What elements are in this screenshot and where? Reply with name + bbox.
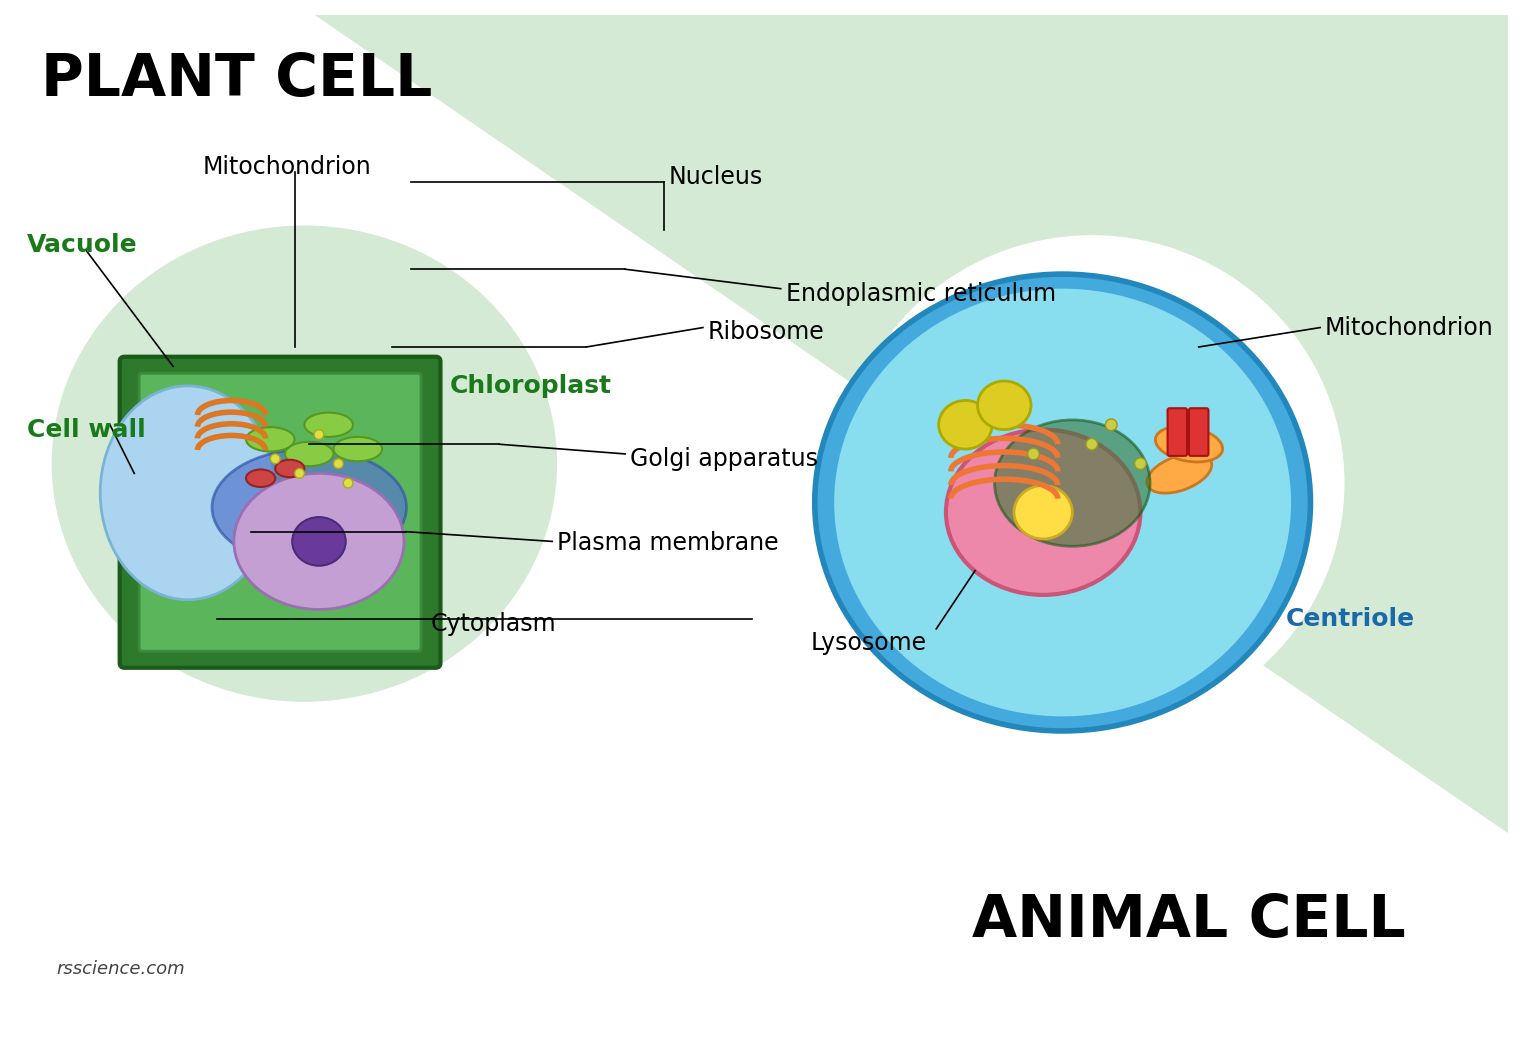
Text: Nucleus: Nucleus [669, 165, 762, 189]
Ellipse shape [52, 225, 558, 702]
Text: Cell wall: Cell wall [28, 418, 147, 442]
Ellipse shape [315, 429, 324, 440]
Ellipse shape [292, 517, 345, 566]
Ellipse shape [333, 458, 344, 469]
Ellipse shape [246, 470, 275, 487]
FancyBboxPatch shape [1189, 408, 1209, 455]
Ellipse shape [234, 473, 403, 610]
Ellipse shape [212, 449, 406, 566]
Polygon shape [23, 15, 1508, 833]
Ellipse shape [275, 460, 304, 477]
Text: Golgi apparatus: Golgi apparatus [630, 447, 817, 471]
Text: Endoplasmic reticulum: Endoplasmic reticulum [785, 281, 1056, 305]
Ellipse shape [834, 289, 1291, 717]
Text: PLANT CELL: PLANT CELL [41, 51, 432, 108]
Text: Plasma membrane: Plasma membrane [558, 531, 779, 555]
Text: Centriole: Centriole [1287, 607, 1415, 631]
Ellipse shape [304, 413, 353, 437]
Text: ANIMAL CELL: ANIMAL CELL [972, 892, 1406, 949]
Ellipse shape [1155, 426, 1222, 462]
Ellipse shape [946, 429, 1140, 595]
FancyBboxPatch shape [139, 373, 422, 651]
Text: Mitochondrion: Mitochondrion [202, 155, 371, 179]
Text: rsscience.com: rsscience.com [57, 960, 185, 978]
Ellipse shape [995, 420, 1151, 546]
Text: Vacuole: Vacuole [28, 233, 138, 257]
FancyBboxPatch shape [1167, 408, 1187, 455]
Text: Lysosome: Lysosome [810, 631, 926, 655]
Ellipse shape [1028, 448, 1039, 460]
Ellipse shape [284, 442, 333, 466]
Ellipse shape [270, 454, 280, 464]
Text: Ribosome: Ribosome [707, 320, 825, 345]
Ellipse shape [344, 478, 353, 488]
Ellipse shape [1105, 419, 1117, 430]
Ellipse shape [1135, 457, 1146, 470]
Ellipse shape [1015, 486, 1073, 539]
Text: Cytoplasm: Cytoplasm [431, 612, 556, 636]
Ellipse shape [246, 427, 295, 451]
Ellipse shape [101, 386, 275, 600]
Ellipse shape [1086, 439, 1097, 450]
Text: Chloroplast: Chloroplast [451, 374, 613, 398]
Ellipse shape [814, 274, 1311, 731]
FancyBboxPatch shape [119, 356, 440, 668]
Ellipse shape [938, 400, 992, 449]
Ellipse shape [333, 437, 382, 462]
Ellipse shape [839, 235, 1345, 731]
Ellipse shape [295, 469, 304, 478]
Ellipse shape [1148, 453, 1212, 493]
Text: Mitochondrion: Mitochondrion [1325, 316, 1494, 340]
Ellipse shape [978, 381, 1031, 429]
